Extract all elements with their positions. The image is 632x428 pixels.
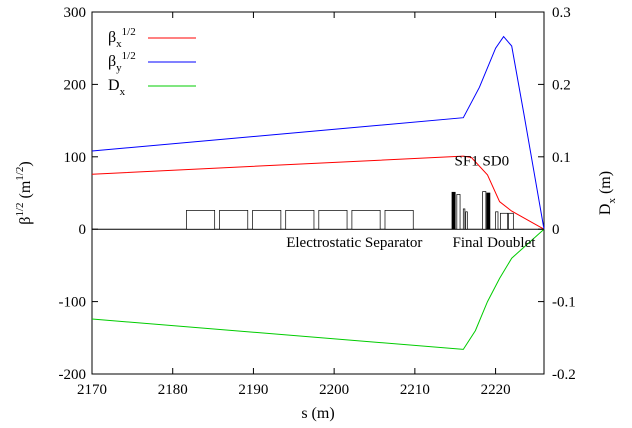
final-doublet-magnet bbox=[456, 194, 461, 230]
x-tick-label: 2210 bbox=[400, 382, 430, 398]
y-tick-label-right: 0.2 bbox=[552, 77, 571, 93]
y-tick-label-left: 300 bbox=[64, 5, 87, 21]
final-doublet-magnet bbox=[482, 191, 487, 230]
x-tick-label: 2180 bbox=[158, 382, 188, 398]
final-doublet-magnet bbox=[508, 212, 514, 230]
series-line-βx bbox=[91, 155, 545, 230]
legend-label: βy1/2 bbox=[108, 50, 136, 74]
y-tick-label-right: 0.3 bbox=[552, 5, 571, 21]
final-doublet-magnet bbox=[486, 192, 491, 230]
y-axis-label-right: Dx (m) bbox=[597, 171, 618, 215]
annotation-label: Electrostatic Separator bbox=[286, 235, 422, 251]
series-line-βy bbox=[91, 35, 545, 230]
y-tick-label-left: 100 bbox=[64, 150, 87, 166]
annotation-label: Final Doublet bbox=[452, 235, 536, 251]
separator-element bbox=[318, 210, 348, 230]
separator-element bbox=[219, 210, 249, 230]
final-doublet-magnet bbox=[462, 208, 466, 230]
x-tick-label: 2190 bbox=[238, 382, 268, 398]
final-doublet-magnet bbox=[500, 212, 509, 230]
y-tick-label-left: 200 bbox=[64, 77, 87, 93]
x-tick-label: 2170 bbox=[77, 382, 107, 398]
legend-label: βx1/2 bbox=[108, 26, 136, 50]
separator-element bbox=[285, 210, 315, 230]
y-tick-label-right: 0.1 bbox=[552, 150, 571, 166]
y-tick-label-left: 0 bbox=[79, 222, 87, 238]
legend-label: Dx bbox=[108, 77, 126, 98]
separator-element bbox=[252, 210, 282, 230]
y-tick-label-right: -0.2 bbox=[552, 367, 576, 383]
y-tick-label-right: -0.1 bbox=[552, 295, 576, 311]
separator-element bbox=[186, 210, 216, 230]
final-doublet-magnet bbox=[495, 211, 499, 230]
plot-frame bbox=[91, 11, 545, 375]
separator-element bbox=[351, 210, 381, 230]
series-line-Dx bbox=[91, 228, 545, 350]
y-tick-label-left: -100 bbox=[59, 295, 87, 311]
final-doublet-magnet bbox=[451, 191, 456, 230]
x-axis-label: s (m) bbox=[301, 405, 334, 422]
x-tick-label: 2200 bbox=[319, 382, 349, 398]
final-doublet-magnet bbox=[465, 211, 468, 230]
x-tick-label: 2220 bbox=[481, 382, 511, 398]
annotation-label: SF1 SD0 bbox=[455, 153, 510, 169]
y-axis-label-left: β1/2 (m1/2) bbox=[14, 161, 34, 224]
separator-element bbox=[384, 210, 414, 230]
y-tick-label-right: 0 bbox=[552, 222, 560, 238]
y-tick-label-left: -200 bbox=[59, 367, 87, 383]
